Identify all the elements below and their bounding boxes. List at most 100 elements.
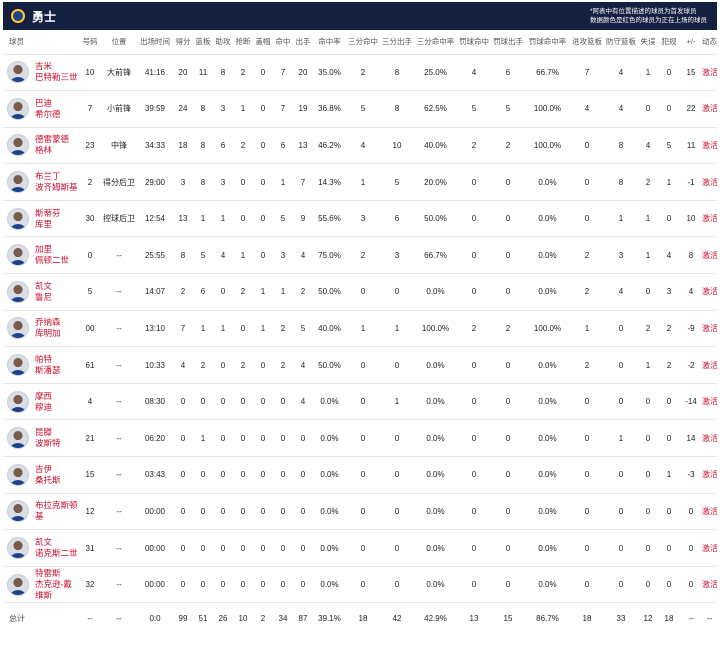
- player-name-line1: 凯文: [35, 537, 53, 548]
- total-fg-percent: 39.1%: [318, 613, 341, 623]
- table-row: 摩西 穆迪 4 -- 08:30 0 0 0 0 0 0 4 0.0% 0 1 0.0% 0 0 0.0% 0 0 0 0-…: [3, 383, 717, 421]
- column-header-plus-minus: +/-: [680, 30, 702, 55]
- stat-ft-percent: 0.0%: [525, 346, 570, 384]
- stat-plus-minus: 0: [680, 566, 702, 604]
- stat-steals: 0: [233, 493, 253, 531]
- stat-position: --: [101, 419, 137, 458]
- player-name[interactable]: 吉米 巴特勒三世: [35, 61, 79, 83]
- player-info[interactable]: 吉米 巴特勒三世: [7, 61, 79, 84]
- player-info[interactable]: 巴迪 希尔德: [7, 97, 79, 120]
- stat-assists: 0: [213, 566, 233, 604]
- activate-link[interactable]: 激活: [702, 90, 717, 128]
- stat-ft-attempts: 5: [491, 90, 525, 128]
- stat-fouls: 0: [658, 383, 680, 421]
- player-info[interactable]: 摩西 穆迪: [7, 390, 79, 413]
- stat-number: 21: [79, 419, 101, 458]
- activate-link[interactable]: 激活: [702, 127, 717, 165]
- activate-link[interactable]: 激活: [702, 163, 717, 201]
- player-name[interactable]: 吉伊 桑托斯: [35, 464, 79, 486]
- player-info[interactable]: 特雷斯 杰克逊-戴维斯: [7, 568, 79, 601]
- stat-def-rebounds: 4: [604, 90, 638, 128]
- stat-ft-attempts: 0: [491, 346, 525, 384]
- stat-3p-attempts: 0: [380, 346, 414, 384]
- stat-fg-percent: 0.0%: [313, 383, 346, 421]
- player-name[interactable]: 加里 佩顿二世: [35, 244, 79, 266]
- stat-3p-made: 0: [346, 419, 380, 458]
- player-avatar: [7, 61, 29, 84]
- stat-3p-percent: 66.7%: [414, 236, 457, 275]
- activate-link[interactable]: 激活: [702, 493, 717, 531]
- player-name-line2: 库明加: [35, 328, 61, 339]
- stat-ft-percent: 0.0%: [525, 566, 570, 604]
- player-info[interactable]: 凯文 诺克斯二世: [7, 537, 79, 560]
- player-info[interactable]: 帕特 斯潘瑟: [7, 354, 79, 377]
- player-info[interactable]: 布拉克斯顿基: [7, 500, 79, 523]
- player-name[interactable]: 巴迪 希尔德: [35, 98, 79, 120]
- stat-ft-made: 0: [457, 383, 491, 421]
- player-info[interactable]: 德雷蒙德 格林: [7, 134, 79, 157]
- stat-steals: 0: [233, 383, 253, 421]
- player-name[interactable]: 布拉克斯顿基: [35, 500, 79, 522]
- activate-link[interactable]: 激活: [702, 419, 717, 458]
- player-info[interactable]: 昆滕 波斯特: [7, 427, 79, 450]
- player-name[interactable]: 布兰丁 波齐姆斯基: [35, 171, 79, 193]
- stat-off-rebounds: 0: [570, 456, 604, 494]
- player-name[interactable]: 凯文 鲁尼: [35, 281, 79, 303]
- player-info[interactable]: 加里 佩顿二世: [7, 244, 79, 267]
- total-rebounds: 51: [198, 613, 208, 623]
- table-header-row: 球员 号码 位置 出场时间 得分 篮板 助攻 抢断 盖帽 命中 出手 命中率 三分命中 三分出手 三分命中率…: [3, 30, 717, 55]
- table-row: 凯文 鲁尼 5 -- 14:07 2 6 0 2 1 1 2 50.0% 0 0 0.0% 0 0 0.0% 2 4 0 3…: [3, 273, 717, 311]
- stat-minutes: 12:54: [137, 200, 173, 238]
- player-name[interactable]: 昆滕 波斯特: [35, 427, 79, 449]
- activate-link[interactable]: 激活: [702, 200, 717, 238]
- player-info[interactable]: 布兰丁 波齐姆斯基: [7, 171, 79, 194]
- stat-number: 7: [79, 90, 101, 128]
- stat-3p-attempts: 0: [380, 493, 414, 531]
- player-name[interactable]: 德雷蒙德 格林: [35, 134, 79, 156]
- stat-points: 0: [173, 456, 193, 494]
- table-row: 吉伊 桑托斯 15 -- 03:43 0 0 0 0 0 0 0 0.0% 0 0 0.0% 0 0 0.0% 0 0 0…: [3, 456, 717, 494]
- column-header-minutes: 出场时间: [137, 30, 173, 55]
- player-avatar: [7, 317, 29, 340]
- stat-number: 10: [79, 54, 101, 92]
- activate-link[interactable]: 激活: [702, 346, 717, 384]
- stat-fg-made: 0: [273, 456, 293, 494]
- activate-link[interactable]: 激活: [702, 529, 717, 567]
- activate-link[interactable]: 激活: [702, 310, 717, 348]
- stat-position: 得分后卫: [101, 163, 137, 201]
- player-name[interactable]: 摩西 穆迪: [35, 391, 79, 413]
- stat-assists: 8: [213, 54, 233, 92]
- player-info[interactable]: 吉伊 桑托斯: [7, 463, 79, 486]
- stat-blocks: 0: [253, 163, 273, 201]
- stat-rebounds: 6: [193, 273, 213, 311]
- stat-3p-percent: 0.0%: [414, 273, 457, 311]
- player-info[interactable]: 斯蒂芬 库里: [7, 207, 79, 230]
- stat-fg-made: 3: [273, 236, 293, 275]
- stat-ft-made: 2: [457, 310, 491, 348]
- player-name[interactable]: 帕特 斯潘瑟: [35, 354, 79, 376]
- player-name[interactable]: 凯文 诺克斯二世: [35, 537, 79, 559]
- stat-off-rebounds: 0: [570, 419, 604, 458]
- player-name[interactable]: 特雷斯 杰克逊-戴维斯: [35, 568, 79, 601]
- stat-fg-made: 0: [273, 566, 293, 604]
- player-info[interactable]: 凯文 鲁尼: [7, 280, 79, 303]
- player-avatar: [7, 97, 29, 120]
- player-info[interactable]: 乔纳森 库明加: [7, 317, 79, 340]
- stat-turnovers: 2: [638, 163, 658, 201]
- player-cell: 摩西 穆迪: [3, 383, 79, 421]
- player-name[interactable]: 乔纳森 库明加: [35, 317, 79, 339]
- stat-fg-made: 2: [273, 310, 293, 348]
- stat-ft-made: 4: [457, 54, 491, 92]
- activate-link[interactable]: 激活: [702, 456, 717, 494]
- activate-link[interactable]: 激活: [702, 236, 717, 275]
- stat-assists: 3: [213, 163, 233, 201]
- activate-link[interactable]: 激活: [702, 54, 717, 92]
- column-header-player: 球员: [3, 30, 79, 55]
- activate-link[interactable]: 激活: [702, 566, 717, 604]
- stat-fg-attempts: 7: [293, 163, 313, 201]
- activate-link[interactable]: 激活: [702, 383, 717, 421]
- player-avatar: [7, 171, 29, 194]
- player-name[interactable]: 斯蒂芬 库里: [35, 208, 79, 230]
- activate-link[interactable]: 激活: [702, 273, 717, 311]
- column-header-blocks: 盖帽: [253, 30, 273, 55]
